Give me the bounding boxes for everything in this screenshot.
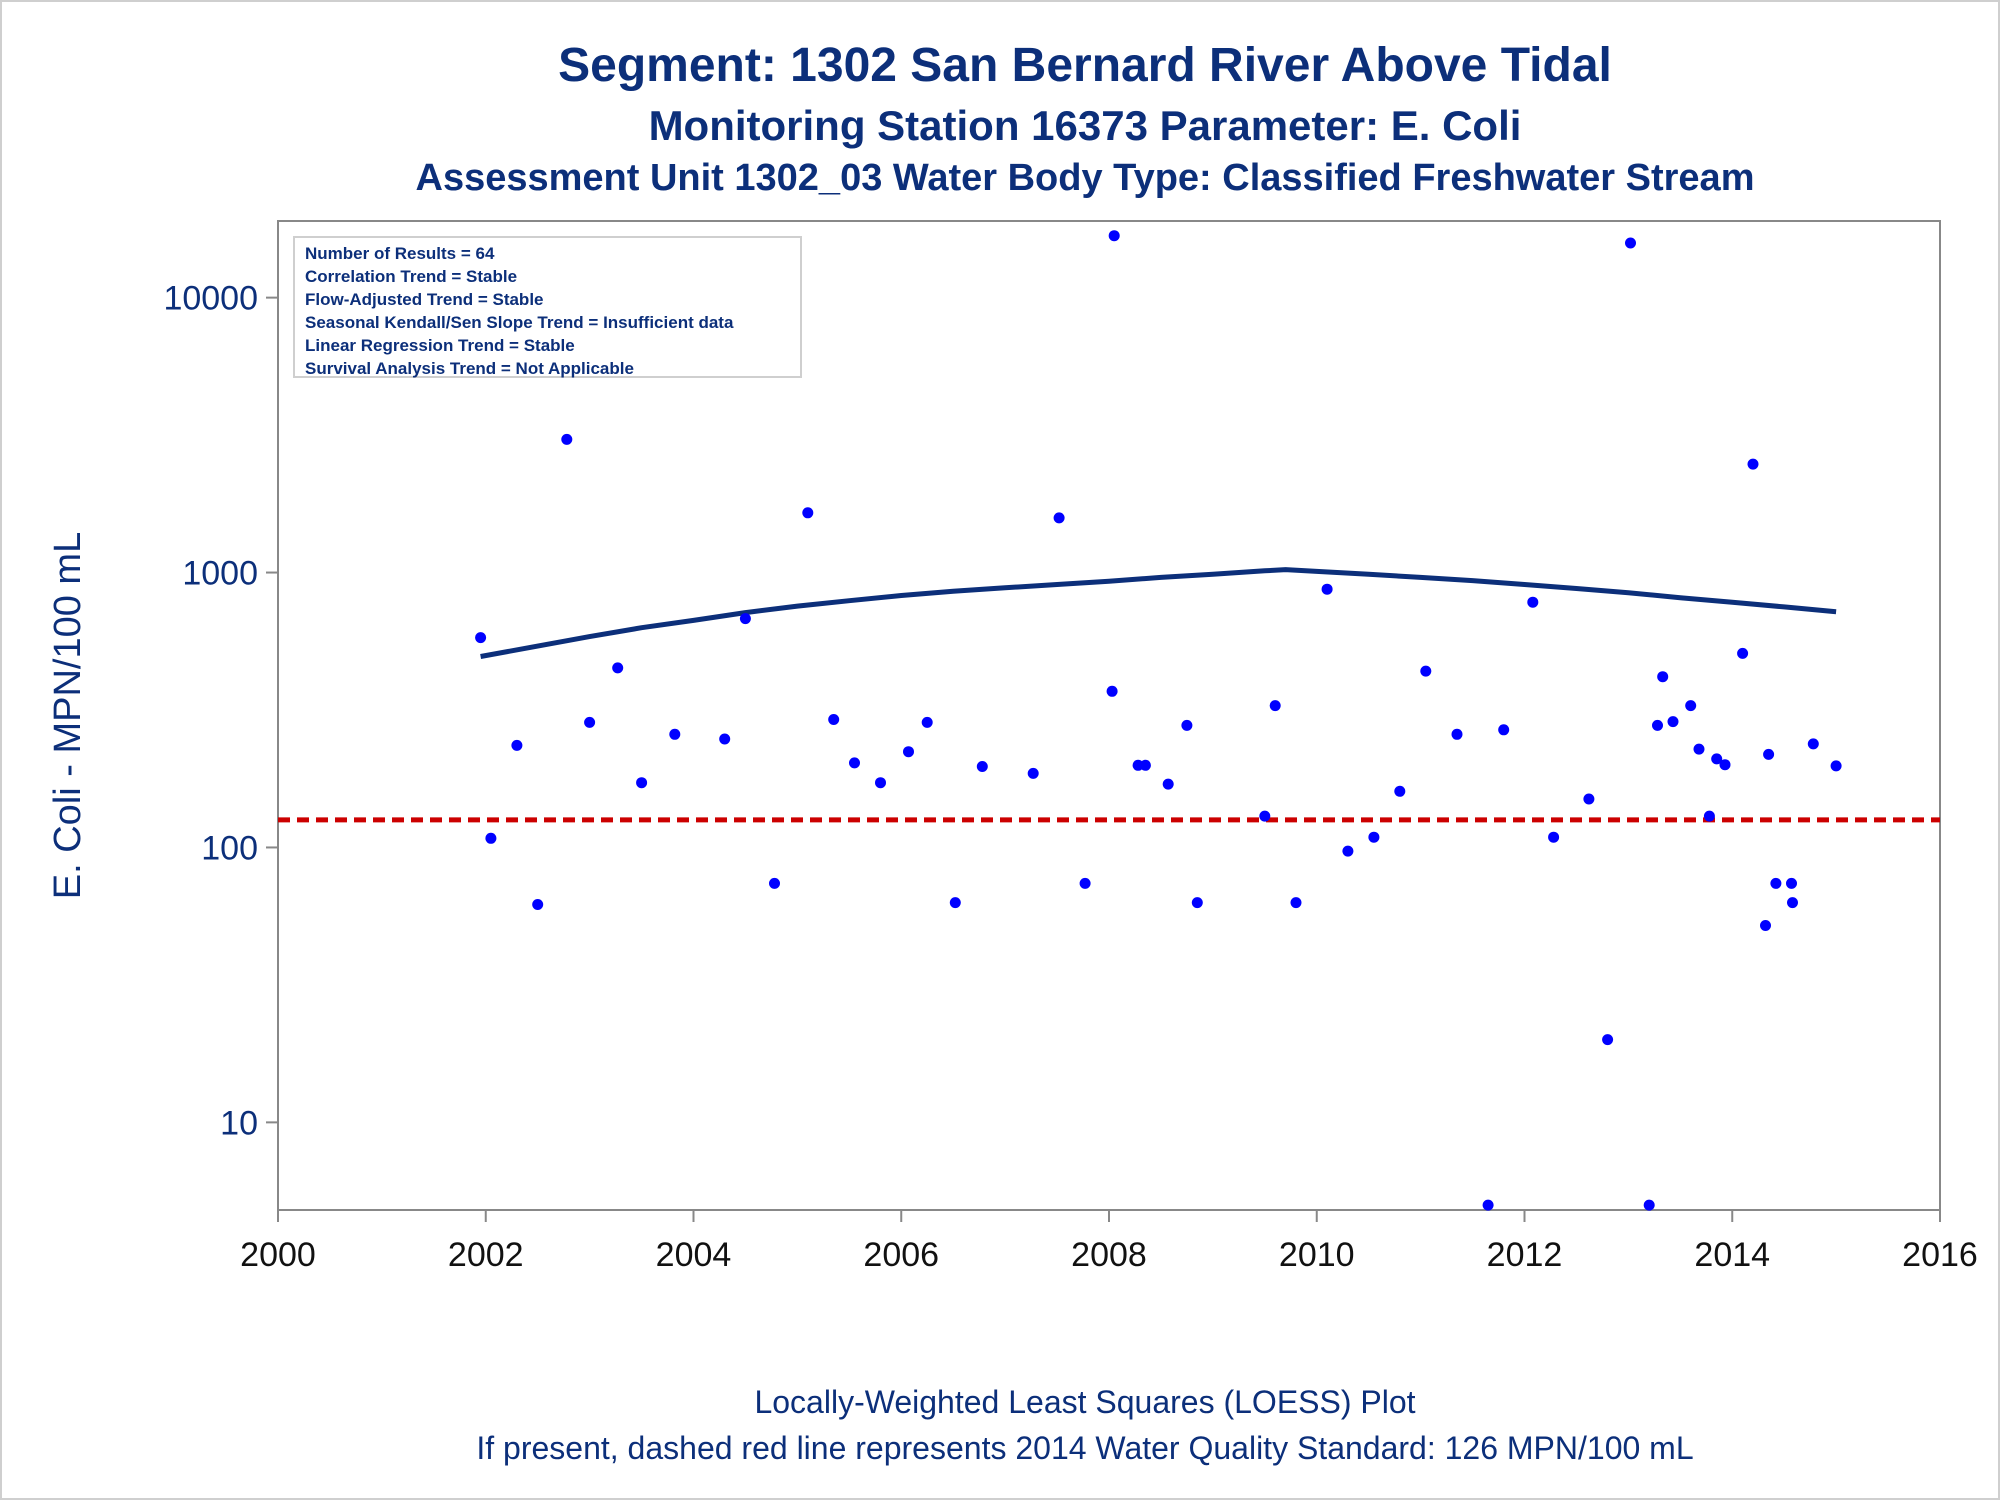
data-point <box>1763 748 1775 760</box>
data-point <box>636 777 648 789</box>
data-point <box>1139 759 1151 771</box>
footnote-standard: If present, dashed red line represents 2… <box>476 1430 1694 1466</box>
data-point <box>1625 237 1636 249</box>
data-point <box>1711 753 1723 765</box>
data-point <box>719 733 731 745</box>
stats-line: Number of Results = 64 <box>305 244 495 263</box>
data-point <box>849 757 860 769</box>
stats-line: Linear Regression Trend = Stable <box>305 336 575 355</box>
y-tick-label: 1000 <box>182 555 258 593</box>
data-point <box>1108 230 1120 242</box>
data-point <box>1368 831 1380 843</box>
stats-line: Seasonal Kendall/Sen Slope Trend = Insuf… <box>305 313 734 332</box>
data-point <box>1290 897 1302 909</box>
loess-trend-line <box>480 567 1837 659</box>
data-point <box>1498 724 1510 736</box>
data-point <box>1693 743 1705 755</box>
data-point <box>612 662 624 674</box>
x-tick-label: 2012 <box>1487 1236 1563 1274</box>
data-point <box>1807 738 1819 750</box>
data-point <box>1719 759 1731 771</box>
data-point <box>802 507 814 519</box>
data-point <box>976 761 988 772</box>
data-point <box>584 716 596 728</box>
x-tick-label: 2000 <box>240 1236 316 1274</box>
data-point <box>739 613 751 625</box>
data-point <box>949 897 961 909</box>
data-point <box>1548 831 1560 843</box>
data-point <box>1652 719 1663 731</box>
x-tick-label: 2006 <box>863 1236 939 1274</box>
data-point <box>875 777 886 789</box>
stats-legend-box: Number of Results = 64 Correlation Trend… <box>293 236 802 378</box>
data-point <box>921 716 933 728</box>
data-point <box>1269 700 1281 712</box>
chart-subtitle-2: Assessment Unit 1302_03 Water Body Type:… <box>415 157 1755 199</box>
data-point <box>1321 583 1333 595</box>
y-tick-label: 10 <box>220 1104 258 1142</box>
y-tick-label: 100 <box>201 829 258 867</box>
x-tick-label: 2010 <box>1279 1236 1355 1274</box>
stats-line: Flow-Adjusted Trend = Stable <box>305 290 544 309</box>
data-point <box>1583 793 1595 805</box>
x-tick-label: 2008 <box>1071 1236 1147 1274</box>
data-point <box>511 739 523 751</box>
chart-title: Segment: 1302 San Bernard River Above Ti… <box>558 39 1612 92</box>
y-tick-label: 10000 <box>163 280 258 318</box>
data-point <box>1527 596 1539 608</box>
data-point <box>1394 785 1406 797</box>
chart-subtitle: Monitoring Station 16373 Parameter: E. C… <box>648 102 1522 149</box>
data-point <box>1667 716 1679 728</box>
x-tick-label: 2004 <box>656 1236 732 1274</box>
x-tick-label: 2014 <box>1694 1236 1770 1274</box>
x-tick-label: 2016 <box>1902 1236 1978 1274</box>
data-point <box>1602 1034 1614 1046</box>
data-point <box>1786 877 1797 889</box>
data-point <box>1259 810 1271 822</box>
data-point <box>1770 877 1782 889</box>
data-point <box>1643 1199 1655 1211</box>
stats-line: Survival Analysis Trend = Not Applicable <box>305 359 634 378</box>
y-axis-label: E. Coli - MPN/100 mL <box>47 532 89 899</box>
data-point <box>1079 877 1091 889</box>
data-point <box>769 877 780 889</box>
data-point <box>669 728 681 740</box>
data-point <box>1685 700 1697 712</box>
data-point <box>1027 767 1039 779</box>
data-point <box>903 746 914 758</box>
data-point <box>1106 685 1118 697</box>
footnote-loess: Locally-Weighted Least Squares (LOESS) P… <box>754 1384 1416 1420</box>
data-point <box>485 832 497 844</box>
data-point <box>1451 728 1463 740</box>
data-point <box>1787 897 1798 909</box>
x-tick-label: 2002 <box>448 1236 524 1274</box>
data-point <box>1342 845 1354 857</box>
stats-line: Correlation Trend = Stable <box>305 267 518 286</box>
data-point <box>1420 665 1432 677</box>
data-point <box>1737 647 1749 659</box>
data-point <box>1181 719 1193 731</box>
data-point <box>1482 1199 1494 1211</box>
data-point <box>1760 920 1771 931</box>
data-point <box>1747 458 1759 470</box>
data-point <box>475 632 487 644</box>
data-point <box>1703 810 1715 822</box>
data-point <box>1191 897 1203 909</box>
data-point <box>532 899 544 910</box>
data-point <box>1162 778 1174 790</box>
data-point <box>1830 760 1842 772</box>
data-point <box>1053 512 1065 524</box>
data-point <box>561 433 573 445</box>
data-point <box>828 714 840 725</box>
data-point <box>1657 671 1669 683</box>
